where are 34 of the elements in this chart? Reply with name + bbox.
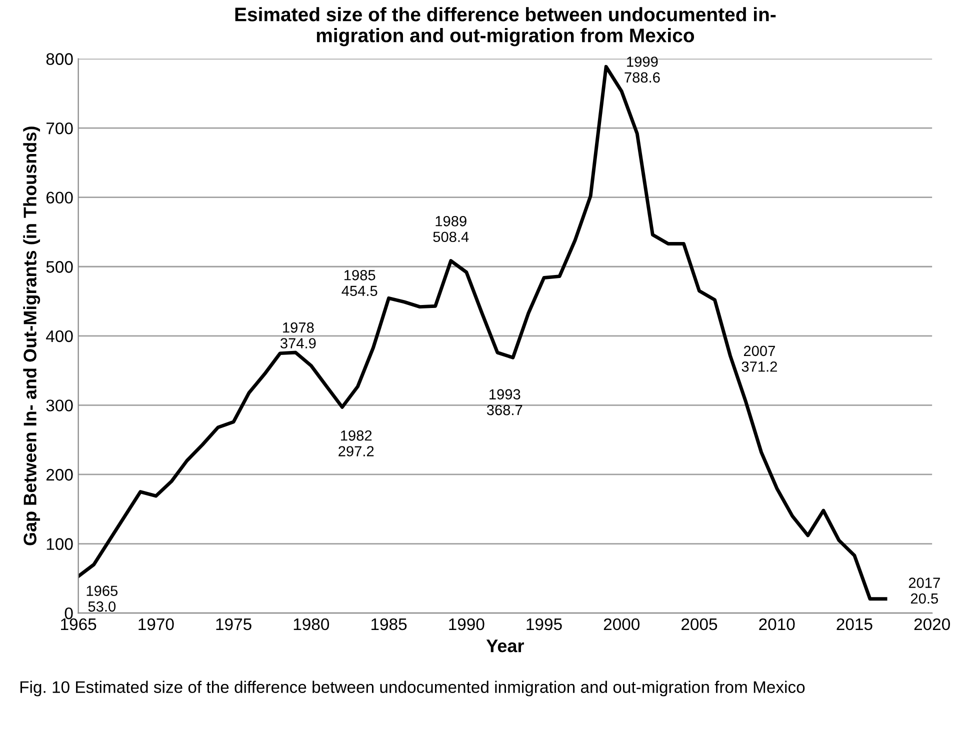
- x-tick-label: 1970: [138, 618, 174, 630]
- y-tick-label: 500: [46, 261, 73, 273]
- chart-title: Esimated size of the difference between undocumented in- migration and out-migration from Mexico: [235, 7, 776, 46]
- x-tick-label: 2020: [914, 618, 950, 630]
- caption: Fig. 10 Estimated size of the difference between undocumented inmigration and out-migration from Mexico: [20, 680, 805, 696]
- annotation: 2007 371.2: [742, 346, 777, 372]
- annotation: 1965 53.0: [86, 586, 118, 612]
- y-tick-label: 800: [46, 53, 73, 65]
- x-tick-label: 2005: [682, 618, 718, 630]
- x-tick-label: 2015: [836, 618, 872, 630]
- annotation: 1999 788.6: [624, 56, 660, 83]
- y-tick-label: 600: [46, 192, 73, 204]
- annotation: 1978 374.9: [280, 322, 316, 348]
- y-tick-label: 400: [46, 330, 73, 342]
- x-tick-label: 1990: [449, 618, 484, 630]
- y-tick-label: 100: [46, 538, 73, 550]
- x-tick-label: 2010: [759, 618, 795, 630]
- y-tick-label: 300: [46, 400, 73, 412]
- annotation: 1989 508.4: [433, 216, 469, 242]
- annotation: 1985 454.5: [342, 270, 378, 296]
- annotation: 1982 297.2: [338, 430, 374, 456]
- x-tick-label: 1980: [294, 618, 330, 630]
- x-tick-label: 1975: [216, 618, 252, 630]
- annotation: 2017 20.5: [908, 578, 940, 604]
- x-tick-label: 2000: [604, 618, 640, 630]
- y-tick-label: 700: [46, 122, 73, 134]
- x-axis-title: Year: [486, 640, 524, 652]
- annotation: 1993 368.7: [486, 389, 522, 416]
- y-tick-label: 0: [64, 607, 73, 620]
- y-axis-title: Gap Between In- and Out-Migrants (in Thousnds): [23, 126, 40, 546]
- x-tick-label: 1965: [61, 618, 96, 630]
- y-tick-label: 200: [46, 468, 73, 481]
- x-tick-label: 1985: [372, 618, 407, 630]
- x-tick-label: 1995: [526, 618, 562, 630]
